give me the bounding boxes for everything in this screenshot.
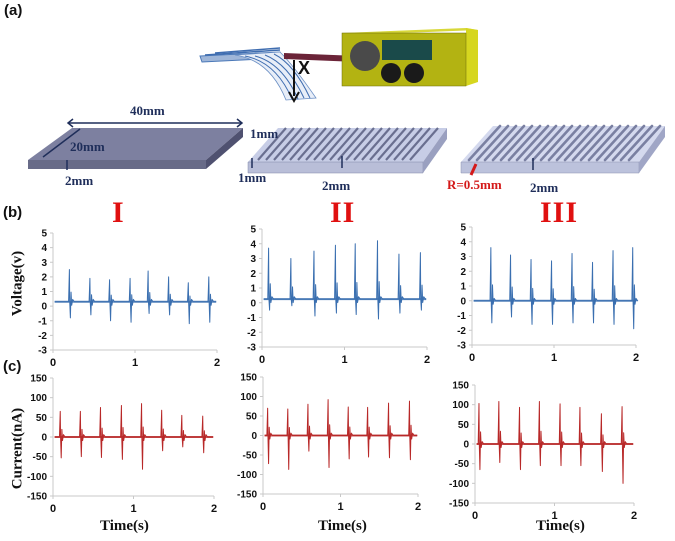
svg-text:-100: -100 xyxy=(449,479,469,490)
setup-illustration xyxy=(199,28,478,104)
panel-label-c: (c) xyxy=(3,358,22,375)
svg-text:-1: -1 xyxy=(457,311,466,322)
svg-text:-100: -100 xyxy=(237,470,257,481)
svg-text:50: 50 xyxy=(458,420,470,431)
svg-text:0: 0 xyxy=(260,501,266,513)
svg-text:1: 1 xyxy=(41,287,47,298)
dim-groove-width: 1mm xyxy=(250,126,279,141)
dim-radius: R=0.5mm xyxy=(447,177,502,192)
svg-text:2: 2 xyxy=(460,267,466,278)
svg-text:3: 3 xyxy=(41,258,47,269)
svg-text:50: 50 xyxy=(36,413,48,424)
svg-text:2: 2 xyxy=(424,354,430,366)
svg-text:-3: -3 xyxy=(457,341,466,352)
svg-text:-100: -100 xyxy=(27,472,47,483)
svg-text:-50: -50 xyxy=(33,452,48,463)
svg-text:150: 150 xyxy=(452,381,469,392)
svg-text:150: 150 xyxy=(240,373,257,384)
svg-text:1: 1 xyxy=(130,503,136,515)
svg-text:0: 0 xyxy=(41,433,47,444)
sample-i-flat-plate xyxy=(28,118,244,170)
dim-length: 40mm xyxy=(130,103,165,118)
svg-text:100: 100 xyxy=(30,393,47,404)
svg-text:-1: -1 xyxy=(38,316,47,327)
svg-text:-2: -2 xyxy=(247,328,256,339)
panel-label-a: (a) xyxy=(4,2,23,19)
svg-text:1: 1 xyxy=(460,282,466,293)
time-axis-title-iii: Time(s) xyxy=(536,518,585,534)
svg-text:0: 0 xyxy=(250,298,256,309)
svg-text:-150: -150 xyxy=(27,492,47,503)
svg-text:2: 2 xyxy=(250,269,256,280)
time-axis-title-i: Time(s) xyxy=(100,518,149,534)
svg-text:0: 0 xyxy=(469,352,475,364)
dim-thickness-ii: 2mm xyxy=(322,178,351,193)
svg-text:0: 0 xyxy=(259,354,265,366)
time-axis-title-ii: Time(s) xyxy=(318,518,367,534)
arrow-down-icon xyxy=(288,91,300,104)
svg-text:2: 2 xyxy=(214,357,220,369)
svg-text:3: 3 xyxy=(250,254,256,265)
svg-text:-3: -3 xyxy=(247,343,256,354)
svg-text:5: 5 xyxy=(250,225,256,236)
svg-text:-50: -50 xyxy=(455,459,470,470)
svg-text:-1: -1 xyxy=(247,313,256,324)
svg-text:4: 4 xyxy=(41,243,47,254)
displacement-label: X xyxy=(298,58,311,78)
svg-text:-2: -2 xyxy=(457,326,466,337)
svg-text:2: 2 xyxy=(415,501,421,513)
column-title-iii: III xyxy=(540,196,579,229)
column-title-ii: II xyxy=(330,196,356,229)
dim-groove-depth: 1mm xyxy=(238,170,267,185)
svg-text:1: 1 xyxy=(341,354,347,366)
svg-text:-150: -150 xyxy=(449,499,469,510)
svg-text:2: 2 xyxy=(41,272,47,283)
panel-label-b: (b) xyxy=(3,204,23,221)
dim-width: 20mm xyxy=(70,139,105,154)
svg-text:1: 1 xyxy=(551,352,557,364)
svg-text:-2: -2 xyxy=(38,331,47,342)
svg-text:0: 0 xyxy=(460,296,466,307)
svg-text:100: 100 xyxy=(452,400,469,411)
dim-thickness-i: 2mm xyxy=(65,173,94,188)
dim-thickness-iii: 2mm xyxy=(530,180,559,195)
svg-text:0: 0 xyxy=(50,503,56,515)
svg-text:0: 0 xyxy=(251,431,257,442)
svg-text:0: 0 xyxy=(463,440,469,451)
svg-text:0: 0 xyxy=(50,357,56,369)
svg-text:50: 50 xyxy=(246,412,258,423)
motor-device-icon xyxy=(341,28,478,87)
svg-text:2: 2 xyxy=(633,352,639,364)
svg-text:-3: -3 xyxy=(38,346,47,357)
svg-text:1: 1 xyxy=(250,284,256,295)
svg-text:-150: -150 xyxy=(237,490,257,501)
column-title-i: I xyxy=(112,196,125,229)
svg-text:4: 4 xyxy=(250,239,256,250)
svg-text:3: 3 xyxy=(460,252,466,263)
svg-text:5: 5 xyxy=(460,223,466,234)
svg-text:0: 0 xyxy=(41,302,47,313)
svg-text:5: 5 xyxy=(41,229,47,240)
bending-sample-icon xyxy=(199,47,317,101)
svg-text:1: 1 xyxy=(132,357,138,369)
svg-text:0: 0 xyxy=(472,510,478,522)
svg-text:100: 100 xyxy=(240,392,257,403)
svg-text:1: 1 xyxy=(337,501,343,513)
svg-text:1: 1 xyxy=(551,510,557,522)
svg-text:150: 150 xyxy=(30,374,47,385)
sample-iii-rounded-groove-plate xyxy=(460,124,665,176)
svg-text:4: 4 xyxy=(460,237,466,248)
svg-text:2: 2 xyxy=(211,503,217,515)
svg-text:2: 2 xyxy=(631,510,637,522)
actuator-rod xyxy=(284,53,358,62)
svg-text:-50: -50 xyxy=(243,451,258,462)
sample-ii-grooved-plate xyxy=(247,127,447,174)
